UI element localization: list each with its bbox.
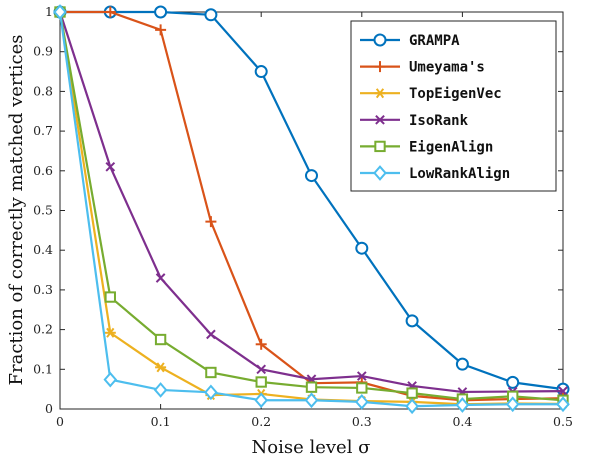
x-tick-label: 0 xyxy=(56,414,64,429)
data-point xyxy=(255,376,267,388)
series-layer xyxy=(53,4,570,415)
data-point xyxy=(558,386,568,396)
data-point xyxy=(556,396,570,413)
legend-label: TopEigenVec xyxy=(409,86,502,102)
legend-entry: IsoRank xyxy=(360,113,469,129)
y-tick-label: 0.5 xyxy=(33,203,53,218)
data-point xyxy=(205,366,217,379)
y-tick-label: 0.9 xyxy=(33,44,53,59)
x-tick-label: 0.3 xyxy=(352,414,372,429)
x-tick-label: 0.2 xyxy=(251,414,271,429)
legend-marker xyxy=(374,140,386,153)
legend-entry: EigenAlign xyxy=(360,139,493,155)
data-point xyxy=(354,394,369,410)
y-tick-label: 0.2 xyxy=(33,322,53,337)
y-tick-label: 0.6 xyxy=(33,163,53,178)
data-point xyxy=(304,392,319,409)
data-point xyxy=(256,364,267,375)
legend-label: LowRankAlign xyxy=(409,166,510,182)
data-point xyxy=(305,169,318,183)
legend-label: EigenAlign xyxy=(409,139,493,155)
data-point xyxy=(53,4,67,20)
data-point xyxy=(405,398,419,415)
x-tick-label: 0.1 xyxy=(151,414,171,429)
y-tick-label: 0 xyxy=(45,401,53,416)
data-point xyxy=(506,375,520,389)
legend-label: IsoRank xyxy=(409,113,469,129)
data-point xyxy=(104,291,116,303)
legend-box xyxy=(350,20,557,192)
y-axis-label: Fraction of correctly matched vertices xyxy=(6,35,27,386)
data-point xyxy=(356,371,367,381)
legend-entry: Umeyama's xyxy=(360,60,485,76)
data-point xyxy=(254,65,268,79)
data-point xyxy=(155,273,166,283)
data-point xyxy=(204,8,218,22)
x-tick-label: 0.4 xyxy=(452,414,472,429)
data-point xyxy=(206,329,216,340)
data-point xyxy=(155,362,167,373)
x-tick-label: 0.5 xyxy=(553,414,573,429)
data-point xyxy=(255,338,267,350)
axis-ticks: 0 0.1 0.2 0.3 0.4 0.5 0 0.1 0.2 0.3 0.4 0.5 0.6 0.7 0.… xyxy=(33,4,573,429)
data-point xyxy=(305,381,318,393)
legend-entry: LowRankAlign xyxy=(360,165,510,182)
y-tick-label: 0.7 xyxy=(33,123,53,138)
y-tick-label: 0.3 xyxy=(33,282,53,297)
data-point xyxy=(455,397,470,413)
y-tick-label: 0.4 xyxy=(33,242,53,257)
y-tick-label: 1 xyxy=(45,4,53,19)
legend-marker xyxy=(373,33,387,47)
data-point xyxy=(505,396,520,413)
data-point xyxy=(105,161,116,172)
data-point xyxy=(154,5,168,19)
data-point xyxy=(455,357,469,371)
data-point xyxy=(204,384,218,401)
data-point xyxy=(154,333,167,346)
data-point xyxy=(104,327,116,338)
data-point xyxy=(155,24,167,36)
data-point xyxy=(103,371,118,388)
data-point xyxy=(153,382,168,398)
data-point xyxy=(405,314,419,328)
legend-entry: GRAMPA xyxy=(360,33,460,49)
data-point xyxy=(355,241,369,255)
legend-entry: TopEigenVec xyxy=(360,86,502,102)
data-point xyxy=(254,392,269,409)
legend-label: GRAMPA xyxy=(409,33,460,49)
data-point xyxy=(104,6,116,18)
legend-marker xyxy=(373,165,387,181)
series-lowrankalign xyxy=(53,4,570,415)
y-tick-label: 0.1 xyxy=(33,361,53,376)
legend-marker xyxy=(374,61,386,73)
data-point xyxy=(205,216,217,228)
legend-marker xyxy=(374,88,386,99)
legend: GRAMPA Umeyama's TopEigenVec IsoRank EigenAl… xyxy=(350,20,557,192)
legend-marker xyxy=(375,114,385,125)
data-point xyxy=(406,387,418,399)
x-axis-label: Noise level σ xyxy=(252,437,371,458)
legend-label: Umeyama's xyxy=(409,60,485,76)
data-point xyxy=(356,382,368,394)
y-tick-label: 0.8 xyxy=(33,83,53,98)
